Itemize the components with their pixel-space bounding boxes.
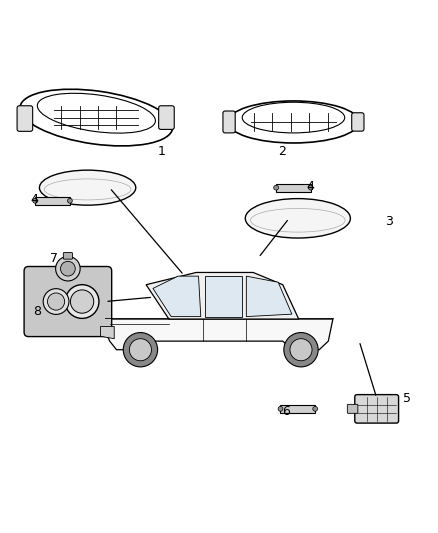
Text: 6: 6 — [283, 406, 290, 418]
Circle shape — [56, 256, 80, 281]
Ellipse shape — [245, 199, 350, 238]
Circle shape — [284, 333, 318, 367]
FancyBboxPatch shape — [64, 253, 72, 259]
Circle shape — [290, 338, 312, 361]
FancyBboxPatch shape — [17, 106, 33, 131]
FancyBboxPatch shape — [24, 266, 112, 336]
FancyBboxPatch shape — [347, 405, 358, 413]
Ellipse shape — [65, 285, 99, 318]
Text: 5: 5 — [403, 392, 411, 405]
FancyBboxPatch shape — [355, 394, 399, 423]
Ellipse shape — [71, 290, 94, 313]
Circle shape — [60, 261, 75, 276]
Text: 4: 4 — [307, 180, 314, 193]
Polygon shape — [101, 326, 114, 338]
Ellipse shape — [67, 198, 72, 203]
Ellipse shape — [313, 407, 318, 411]
Ellipse shape — [33, 198, 38, 203]
Polygon shape — [101, 319, 333, 350]
Ellipse shape — [39, 170, 136, 205]
Circle shape — [129, 338, 152, 361]
Text: 7: 7 — [50, 252, 58, 265]
Text: 8: 8 — [33, 305, 41, 318]
Polygon shape — [246, 276, 292, 317]
Ellipse shape — [278, 407, 283, 411]
Text: 4: 4 — [31, 193, 39, 206]
Ellipse shape — [43, 289, 69, 314]
Polygon shape — [146, 272, 299, 319]
Polygon shape — [280, 405, 315, 413]
Text: 2: 2 — [278, 145, 286, 158]
Polygon shape — [153, 276, 201, 317]
FancyBboxPatch shape — [159, 106, 174, 130]
Polygon shape — [35, 197, 70, 205]
Polygon shape — [205, 276, 242, 317]
Polygon shape — [276, 184, 311, 191]
Text: 1: 1 — [158, 145, 166, 158]
Text: 3: 3 — [385, 215, 393, 228]
FancyBboxPatch shape — [352, 113, 364, 131]
FancyBboxPatch shape — [223, 111, 235, 133]
Ellipse shape — [274, 185, 279, 190]
Circle shape — [123, 333, 158, 367]
Ellipse shape — [308, 185, 313, 190]
Ellipse shape — [47, 293, 65, 310]
